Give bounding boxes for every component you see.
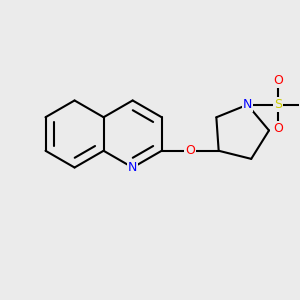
Text: O: O xyxy=(185,144,195,157)
Text: N: N xyxy=(128,161,137,174)
Text: O: O xyxy=(273,74,283,87)
Text: O: O xyxy=(273,122,283,135)
Text: N: N xyxy=(243,98,252,111)
Text: S: S xyxy=(274,98,282,111)
